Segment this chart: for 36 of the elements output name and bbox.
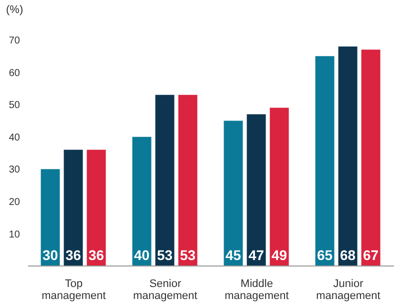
data-label: 36	[88, 247, 104, 263]
bar	[361, 50, 380, 266]
data-label: 67	[363, 247, 379, 263]
y-tick-label: 40	[8, 132, 20, 144]
data-label: 36	[66, 247, 82, 263]
bar	[270, 108, 289, 266]
data-label: 30	[42, 247, 58, 263]
bar	[40, 169, 60, 266]
data-label: 45	[226, 247, 242, 263]
x-tick-label: Top management	[42, 278, 106, 302]
y-tick-label: 60	[8, 68, 20, 79]
data-label: 53	[180, 247, 196, 263]
data-label: 68	[340, 247, 356, 263]
y-axis-title: (%)	[6, 4, 24, 16]
data-label: 47	[248, 247, 264, 263]
y-tick-label: 70	[8, 36, 20, 47]
x-tick-label: Middle management	[224, 278, 289, 302]
bar	[86, 150, 106, 266]
bar	[155, 94, 174, 266]
y-tick-label: 20	[8, 196, 20, 208]
x-tick-label: Junior management	[316, 278, 380, 302]
y-tick-label: 30	[8, 164, 20, 176]
bar	[132, 136, 152, 266]
y-tick-label: 50	[8, 100, 20, 112]
y-tick-label: 10	[8, 229, 20, 240]
bar	[178, 94, 198, 266]
bar	[315, 56, 334, 266]
x-tick-label: Senior management	[133, 278, 198, 302]
data-label: 49	[272, 247, 288, 263]
bar	[338, 46, 358, 266]
bar	[224, 120, 243, 266]
data-label: 65	[317, 247, 333, 263]
bar	[64, 150, 83, 266]
bar	[246, 114, 266, 266]
data-label: 40	[134, 247, 150, 263]
data-label: 53	[157, 247, 173, 263]
